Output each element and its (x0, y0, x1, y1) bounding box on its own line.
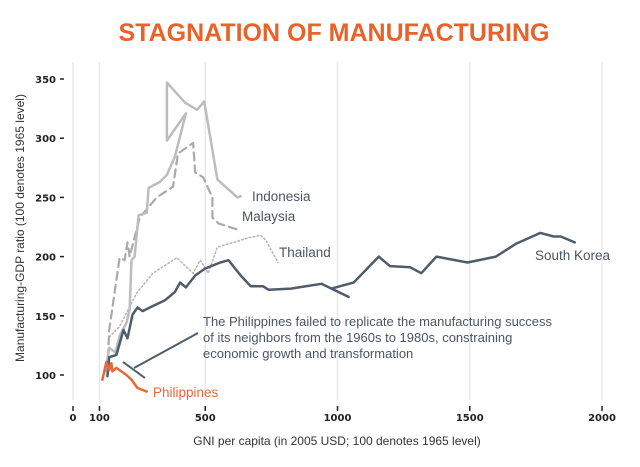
series-line-thailand (108, 234, 279, 338)
y-tick-label: 350 (35, 75, 56, 86)
series-label-south-korea: South Korea (535, 248, 611, 263)
chart-title: STAGNATION OF MANUFACTURING (119, 19, 550, 47)
x-tick-label: 1500 (456, 413, 484, 424)
annotation-line-3: economic growth and transformation (203, 346, 413, 361)
series-label-malaysia: Malaysia (242, 209, 296, 224)
x-tick-label: 100 (89, 413, 110, 424)
series-label-philippines: Philippines (153, 385, 219, 400)
axes: 0 100 500 1000 1500 2000 100 150 200 250 300 350 (35, 75, 616, 424)
y-tick-label: 150 (35, 312, 56, 323)
y-axis-label: Manufacturing-GDP ratio (100 denotes 196… (13, 94, 27, 362)
annotation-line-2: of its neighbors from the 1960s to 1980s… (203, 330, 512, 345)
y-tick-label: 300 (35, 134, 56, 145)
annotation-pointer-line (133, 332, 199, 369)
annotation-pointer-bar (122, 361, 146, 379)
annotation-line-1: The Philippines failed to replicate the … (203, 314, 553, 329)
x-tick-label: 500 (195, 413, 216, 424)
y-tick-label: 100 (35, 371, 56, 382)
x-axis-label: GNI per capita (in 2005 USD; 100 denotes… (193, 434, 481, 448)
y-tick-label: 200 (35, 253, 56, 264)
series-line-south-korea (106, 231, 577, 378)
labels: South Korea Indonesia Malaysia Thailand Phil… (153, 189, 611, 400)
series-line-malaysia (106, 141, 242, 372)
x-tick-label: 2000 (588, 413, 616, 424)
series-label-thailand: Thailand (279, 245, 331, 260)
grid (72, 62, 603, 400)
series-line-philippines (101, 360, 149, 393)
y-tick-label: 250 (35, 193, 56, 204)
x-tick-label: 1000 (324, 413, 352, 424)
x-tick-label: 0 (70, 413, 77, 424)
series-group (101, 81, 577, 393)
series-label-indonesia: Indonesia (252, 189, 311, 204)
series-line-indonesia (104, 81, 242, 373)
annotation: The Philippines failed to replicate the … (122, 314, 553, 379)
